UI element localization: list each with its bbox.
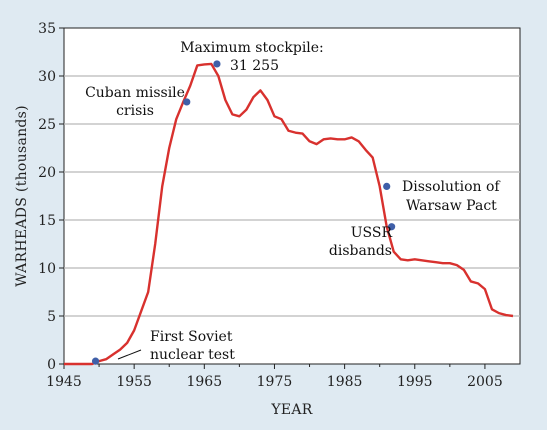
x-tick-label: 1945 bbox=[46, 374, 82, 390]
plot-area bbox=[63, 27, 521, 365]
event-marker bbox=[183, 98, 191, 106]
y-tick-label: 35 bbox=[38, 21, 56, 37]
event-label: nuclear test bbox=[150, 347, 235, 363]
event-markers bbox=[91, 60, 396, 365]
warheads-line bbox=[64, 62, 514, 366]
y-axis-title: WARHEADS (thousands) bbox=[14, 105, 30, 287]
axis-ticks bbox=[59, 27, 486, 369]
x-tick-label: 2005 bbox=[467, 374, 503, 390]
y-tick-label: 0 bbox=[47, 357, 56, 373]
y-tick-label: 15 bbox=[38, 213, 56, 229]
x-axis-title: YEAR bbox=[270, 402, 312, 418]
event-label: USSR bbox=[351, 225, 393, 241]
event-marker bbox=[91, 357, 100, 365]
y-tick-label: 25 bbox=[38, 117, 56, 133]
y-tick-label: 20 bbox=[38, 165, 56, 181]
event-leader-line bbox=[117, 349, 142, 360]
x-tick-label: 1965 bbox=[186, 374, 222, 390]
y-tick-label: 5 bbox=[47, 309, 56, 325]
x-tick-label: 1975 bbox=[257, 374, 293, 390]
event-marker bbox=[213, 60, 221, 68]
event-label: Dissolution of bbox=[402, 179, 501, 195]
x-tick-label: 1985 bbox=[327, 374, 363, 390]
x-tick-label: 1995 bbox=[397, 374, 433, 390]
event-label: crisis bbox=[116, 103, 154, 119]
event-label: 31 255 bbox=[230, 58, 279, 74]
event-label: Cuban missile bbox=[85, 85, 185, 101]
x-tick-label: 1955 bbox=[116, 374, 152, 390]
gridlines bbox=[64, 75, 520, 317]
y-tick-label: 30 bbox=[38, 69, 56, 85]
y-tick-label: 10 bbox=[38, 261, 56, 277]
event-label: Maximum stockpile: bbox=[180, 40, 324, 56]
event-annotations: First Soviet nuclear test Cuban missile cri… bbox=[85, 40, 501, 363]
event-marker bbox=[383, 182, 391, 190]
x-tick-labels: 1945 1955 1965 1975 1985 1995 2005 bbox=[46, 374, 503, 390]
event-marker bbox=[388, 223, 396, 231]
event-label: Warsaw Pact bbox=[406, 198, 497, 214]
y-tick-labels: 0 5 10 15 20 25 30 35 bbox=[38, 21, 56, 373]
event-label: First Soviet bbox=[150, 329, 233, 345]
event-label: disbands bbox=[329, 243, 392, 259]
